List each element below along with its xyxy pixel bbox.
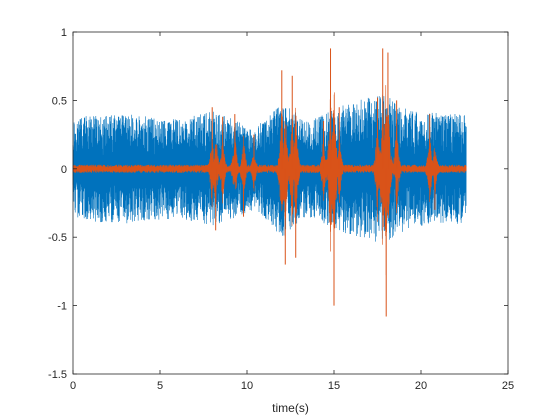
y-tick-label: 0 [61, 164, 67, 176]
x-tick-label: 10 [241, 380, 253, 392]
x-tick-label: 0 [70, 380, 76, 392]
y-tick-label: 1 [61, 27, 67, 39]
x-tick-label: 15 [328, 380, 340, 392]
series-1-line [72, 94, 467, 242]
axes-box [72, 31, 509, 375]
series-layer [72, 48, 467, 317]
y-tick-label: 0.5 [52, 95, 67, 107]
x-tick-label: 20 [415, 380, 427, 392]
series-2-line [72, 85, 467, 276]
x-tick-label: 5 [157, 380, 163, 392]
tick-layer: 0 5 10 15 20 25 1 0.5 0 -0.5 -1 -1.5 [48, 27, 514, 392]
y-tick-label: -0.5 [48, 232, 67, 244]
x-axis-label: time(s) [272, 401, 309, 415]
y-tick-label: -1 [57, 301, 67, 313]
y-tick-label: -1.5 [48, 369, 67, 381]
x-tick-label: 25 [502, 380, 514, 392]
